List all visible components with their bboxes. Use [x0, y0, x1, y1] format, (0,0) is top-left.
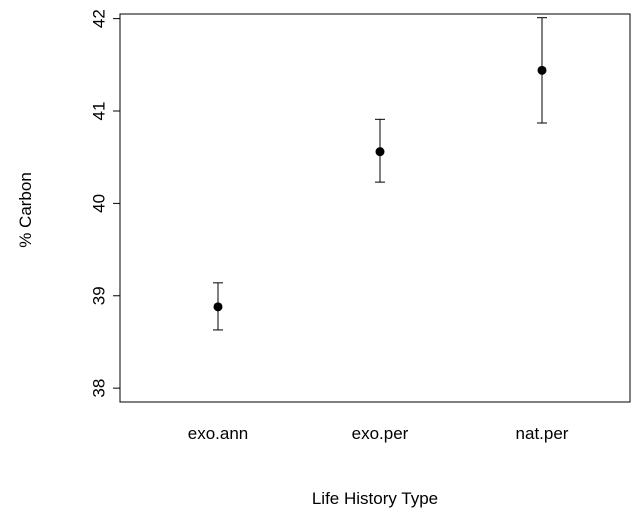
- y-tick-label: 42: [89, 9, 108, 28]
- y-tick-label: 38: [89, 379, 108, 398]
- y-tick-label: 39: [89, 286, 108, 305]
- data-point-exo.ann: [213, 282, 223, 331]
- y-axis-title: % Carbon: [16, 172, 35, 248]
- x-tick-label: exo.ann: [188, 424, 249, 443]
- y-axis: 38 39 40 41 42: [89, 9, 121, 398]
- data-point-exo.per: [375, 118, 385, 183]
- plot-frame: [119, 13, 631, 403]
- mean-point: [537, 65, 547, 75]
- x-axis-title: Life History Type: [312, 489, 438, 508]
- data-marks: [213, 17, 547, 331]
- x-axis: exo.ann exo.per nat.per: [188, 424, 569, 443]
- y-tick-label: 41: [89, 102, 108, 121]
- y-tick-label: 40: [89, 194, 108, 213]
- x-tick-label: nat.per: [516, 424, 569, 443]
- mean-point: [375, 147, 385, 157]
- mean-point: [213, 302, 223, 312]
- data-point-nat.per: [537, 17, 547, 124]
- x-tick-label: exo.per: [352, 424, 409, 443]
